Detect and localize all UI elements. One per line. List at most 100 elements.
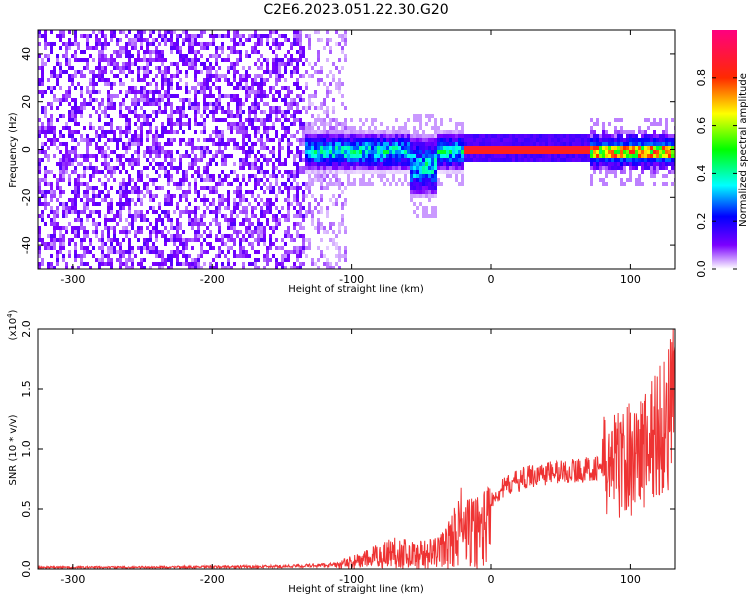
heatmap-cell — [179, 226, 182, 230]
heatmap-cell — [194, 146, 197, 150]
heatmap-cell — [353, 138, 356, 142]
heatmap-cell — [62, 54, 65, 58]
heatmap-cell — [104, 218, 107, 222]
heatmap-cell — [50, 222, 53, 226]
heatmap-cell — [101, 230, 104, 234]
heatmap-cell — [245, 250, 248, 254]
heatmap-cell — [155, 210, 158, 214]
heatmap-cell — [290, 74, 293, 78]
heatmap-cell — [662, 146, 665, 150]
heatmap-cell — [332, 98, 335, 102]
heatmap-cell — [233, 242, 236, 246]
heatmap-cell — [254, 74, 257, 78]
heatmap-cell — [92, 254, 95, 258]
heatmap-cell — [242, 206, 245, 210]
heatmap-cell — [173, 194, 176, 198]
heatmap-cell — [125, 118, 128, 122]
heatmap-cell — [266, 34, 269, 38]
heatmap-cell — [110, 242, 113, 246]
heatmap-cell — [194, 238, 197, 242]
heatmap-cell — [260, 42, 263, 46]
heatmap-cell — [128, 246, 131, 250]
heatmap-cell — [149, 30, 152, 34]
heatmap-cell — [380, 170, 383, 174]
heatmap-cell — [443, 130, 446, 134]
heatmap-cell — [401, 162, 404, 166]
heatmap-cell — [236, 202, 239, 206]
heatmap-cell — [59, 70, 62, 74]
heatmap-cell — [254, 42, 257, 46]
heatmap-cell — [200, 122, 203, 126]
heatmap-cell — [215, 78, 218, 82]
heatmap-cell — [293, 122, 296, 126]
heatmap-cell — [515, 138, 518, 142]
heatmap-cell — [206, 58, 209, 62]
heatmap-cell — [44, 178, 47, 182]
heatmap-cell — [593, 154, 596, 158]
heatmap-cell — [83, 230, 86, 234]
heatmap-cell — [221, 74, 224, 78]
heatmap-cell — [338, 86, 341, 90]
heatmap-cell — [161, 234, 164, 238]
heatmap-cell — [281, 182, 284, 186]
heatmap-cell — [326, 230, 329, 234]
heatmap-cell — [338, 130, 341, 134]
heatmap-cell — [323, 126, 326, 130]
heatmap-cell — [146, 134, 149, 138]
x-tick-label: -100 — [339, 573, 364, 586]
heatmap-cell — [158, 54, 161, 58]
heatmap-cell — [149, 82, 152, 86]
heatmap-cell — [137, 178, 140, 182]
heatmap-cell — [116, 50, 119, 54]
heatmap-cell — [269, 182, 272, 186]
heatmap-cell — [494, 150, 497, 154]
heatmap-cell — [296, 58, 299, 62]
heatmap-cell — [416, 150, 419, 154]
heatmap-cell — [101, 42, 104, 46]
heatmap-cell — [95, 110, 98, 114]
heatmap-cell — [560, 138, 563, 142]
heatmap-cell — [536, 146, 539, 150]
heatmap-cell — [242, 238, 245, 242]
heatmap-cell — [119, 70, 122, 74]
heatmap-cell — [479, 138, 482, 142]
heatmap-cell — [425, 214, 428, 218]
heatmap-cell — [50, 102, 53, 106]
heatmap-cell — [170, 110, 173, 114]
heatmap-cell — [206, 86, 209, 90]
heatmap-cell — [296, 266, 299, 269]
heatmap-cell — [518, 134, 521, 138]
heatmap-cell — [146, 42, 149, 46]
heatmap-cell — [233, 238, 236, 242]
heatmap-cell — [302, 50, 305, 54]
heatmap-cell — [407, 182, 410, 186]
heatmap-cell — [218, 202, 221, 206]
heatmap-cell — [164, 210, 167, 214]
heatmap-cell — [320, 102, 323, 106]
heatmap-cell — [173, 158, 176, 162]
heatmap-cell — [248, 114, 251, 118]
heatmap-cell — [476, 142, 479, 146]
heatmap-cell — [56, 82, 59, 86]
heatmap-cell — [56, 214, 59, 218]
heatmap-cell — [335, 154, 338, 158]
heatmap-cell — [173, 130, 176, 134]
heatmap-cell — [140, 250, 143, 254]
heatmap-cell — [446, 134, 449, 138]
heatmap-cell — [221, 250, 224, 254]
heatmap-cell — [233, 262, 236, 266]
heatmap-cell — [71, 74, 74, 78]
heatmap-cell — [317, 258, 320, 262]
heatmap-cell — [464, 158, 467, 162]
heatmap-cell — [206, 206, 209, 210]
heatmap-cell — [353, 130, 356, 134]
heatmap-cell — [140, 230, 143, 234]
heatmap-cell — [365, 166, 368, 170]
x-tick-label: -300 — [60, 273, 85, 286]
heatmap-cell — [392, 166, 395, 170]
heatmap-cell — [470, 138, 473, 142]
heatmap-cell — [188, 66, 191, 70]
heatmap-cell — [332, 222, 335, 226]
heatmap-cell — [569, 138, 572, 142]
heatmap-cell — [191, 246, 194, 250]
